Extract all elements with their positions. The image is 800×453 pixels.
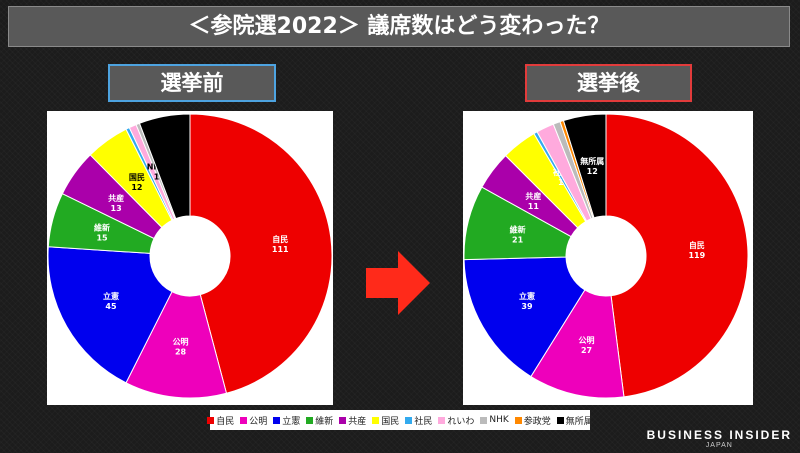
arrow-right-icon xyxy=(366,251,430,315)
pie-slice xyxy=(189,113,333,394)
legend-item: 自民 xyxy=(207,414,234,427)
legend-label: 共産 xyxy=(348,416,367,427)
pie-slice xyxy=(605,113,749,398)
slice-party-label: 公明 xyxy=(173,338,189,347)
slice-value-label: 15 xyxy=(96,234,108,243)
legend-label: 立憲 xyxy=(282,416,301,427)
slice-value-label: 12 xyxy=(587,167,598,176)
legend-swatch xyxy=(339,416,347,424)
legend-item: 共産 xyxy=(339,414,366,427)
slice-value-label: 21 xyxy=(512,235,524,244)
legend-label: 公明 xyxy=(249,416,268,427)
slice-value-label: 111 xyxy=(272,245,289,254)
legend-item: れいわ xyxy=(438,414,474,427)
pie-slice xyxy=(125,291,228,399)
after-chart-panel: 自民119公明27立憲39維新21共産11社民1無所属12 xyxy=(463,111,753,405)
slice-value-label: 11 xyxy=(528,202,540,211)
after-donut-chart: 自民119公明27立憲39維新21共産11社民1無所属12 xyxy=(463,113,749,399)
legend-swatch xyxy=(480,416,488,424)
before-donut-chart: 自民111公明28立憲45維新15共産13国民12NHK1 xyxy=(47,113,333,399)
legend-swatch xyxy=(306,416,314,424)
brand-logo: BUSINESS INSIDER JAPAN xyxy=(647,428,792,449)
slice-value-label: 1 xyxy=(154,172,160,181)
slice-party-label: 無所属 xyxy=(580,156,604,166)
legend-label: れいわ xyxy=(447,416,475,427)
legend-swatch xyxy=(240,416,248,424)
slice-value-label: 1 xyxy=(558,178,564,187)
before-label: 選挙前 xyxy=(108,64,276,102)
legend-item: 参政党 xyxy=(514,414,551,427)
legend-label: 無所属 xyxy=(565,416,593,427)
slice-value-label: 45 xyxy=(105,302,117,311)
legend-item: NHK xyxy=(480,415,509,425)
page-title: ＜参院選2022＞ 議席数はどう変わった？ xyxy=(8,6,790,47)
slice-party-label: 公明 xyxy=(579,336,595,345)
legend-swatch xyxy=(438,416,446,424)
slice-party-label: 共産 xyxy=(525,191,541,201)
pie-slice xyxy=(138,113,191,220)
slice-value-label: 12 xyxy=(131,183,142,192)
legend-item: 維新 xyxy=(306,414,333,427)
brand-name: BUSINESS INSIDER xyxy=(646,428,792,442)
legend-swatch xyxy=(556,416,564,424)
legend-label: 維新 xyxy=(315,416,334,427)
pie-slice xyxy=(47,246,173,384)
legend-item: 無所属 xyxy=(556,414,593,427)
brand-region: JAPAN xyxy=(705,442,733,449)
legend-label: 参政党 xyxy=(523,416,551,427)
legend-swatch xyxy=(372,416,380,424)
legend-swatch xyxy=(405,416,413,424)
slice-value-label: 28 xyxy=(175,348,187,357)
legend-label: NHK xyxy=(489,415,509,425)
legend-swatch xyxy=(273,416,281,424)
legend-item: 公明 xyxy=(240,414,267,427)
legend-label: 社民 xyxy=(414,416,433,427)
before-chart-panel: 自民111公明28立憲45維新15共産13国民12NHK1 xyxy=(47,111,333,405)
slice-party-label: 自民 xyxy=(689,240,705,250)
legend-item: 立憲 xyxy=(273,414,300,427)
slice-party-label: 共産 xyxy=(108,193,124,203)
slice-value-label: 39 xyxy=(521,302,533,311)
after-label: 選挙後 xyxy=(525,64,692,102)
pie-slice xyxy=(562,113,607,219)
pie-slice xyxy=(463,256,586,378)
slice-value-label: 27 xyxy=(581,346,592,355)
slice-party-label: 国民 xyxy=(129,172,145,182)
slice-party-label: 立憲 xyxy=(519,291,535,301)
slice-value-label: 13 xyxy=(111,204,122,213)
legend-swatch xyxy=(514,416,522,424)
legend-item: 社民 xyxy=(405,414,432,427)
legend-label: 国民 xyxy=(381,416,400,427)
chart-legend: 自民 公明 立憲 維新 共産 国民 社民 れいわ NHK 参政党 無所属 xyxy=(207,410,593,430)
slice-party-label: 維新 xyxy=(94,223,110,233)
slice-party-label: 自民 xyxy=(272,234,288,244)
slice-party-label: 維新 xyxy=(510,224,526,234)
slice-party-label: 立憲 xyxy=(103,291,119,301)
legend-item: 国民 xyxy=(372,414,399,427)
legend-label: 自民 xyxy=(216,416,235,427)
slice-value-label: 119 xyxy=(688,251,705,260)
legend-swatch xyxy=(207,416,215,424)
